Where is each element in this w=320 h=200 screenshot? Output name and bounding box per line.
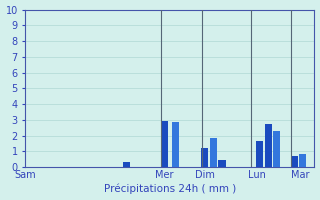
Bar <box>218 160 226 167</box>
Bar <box>172 122 179 167</box>
Bar <box>299 154 307 167</box>
Bar <box>161 121 168 167</box>
X-axis label: Précipitations 24h ( mm ): Précipitations 24h ( mm ) <box>104 184 236 194</box>
Bar <box>291 156 298 167</box>
Bar <box>256 141 263 167</box>
Bar <box>265 124 272 167</box>
Bar <box>201 148 208 167</box>
Bar <box>123 162 130 167</box>
Bar <box>273 131 281 167</box>
Bar <box>210 138 217 167</box>
